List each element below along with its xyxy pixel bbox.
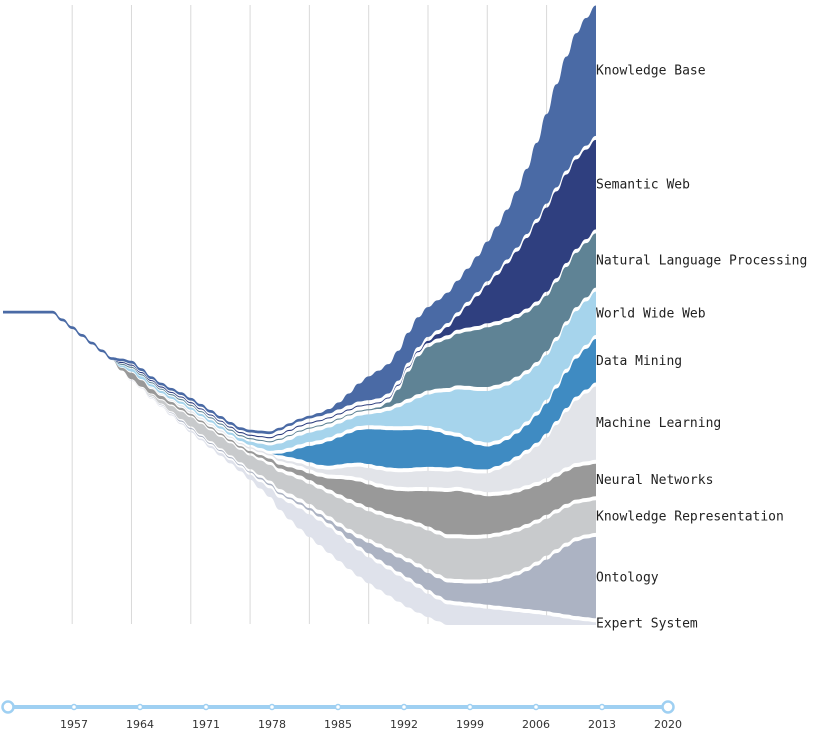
timeline-tick-label: 2013 [588, 718, 616, 731]
timeline-tick-dot [334, 703, 342, 711]
series-label: Natural Language Processing [596, 254, 807, 269]
timeline-tick-label: 1985 [324, 718, 352, 731]
series-label: World Wide Web [596, 306, 706, 321]
series-label: Ontology [596, 571, 659, 586]
timeline-end-handle[interactable] [661, 700, 675, 714]
stream-layers [3, 5, 596, 625]
stream-machine-learning [3, 313, 596, 493]
timeline-tick-label: 1957 [60, 718, 88, 731]
timeline-tick-label: 2020 [654, 718, 682, 731]
timeline-tick-dot [136, 703, 144, 711]
timeline-slider[interactable]: 1957 1964 1971 1978 1985 1992 1999 2006 2013 2020 [1, 700, 683, 732]
stream-world-wide-web [3, 291, 596, 451]
timeline-tick-label: 1992 [390, 718, 418, 731]
timeline-tick-dot [598, 703, 606, 711]
series-label: Knowledge Representation [596, 510, 784, 525]
timeline-tick-label: 1999 [456, 718, 484, 731]
stream-ontology [3, 313, 596, 619]
stream-natural-language-processing [3, 233, 596, 443]
stream-knowledge-representation [3, 313, 596, 580]
series-label: Knowledge Base [596, 64, 706, 79]
timeline-tick-dot [466, 703, 474, 711]
timeline-tick-dot [70, 703, 78, 711]
series-label: Expert System [596, 617, 698, 632]
timeline-tick-label: 2006 [522, 718, 550, 731]
timeline-tick-dot [268, 703, 276, 711]
timeline-tick-label: 1978 [258, 718, 286, 731]
timeline-tick-label: 1964 [126, 718, 154, 731]
series-label: Neural Networks [596, 473, 713, 488]
timeline-start-handle[interactable] [1, 700, 15, 714]
stream-neural-networks [3, 313, 596, 535]
series-labels: Knowledge Base Semantic Web Natural Langua… [596, 64, 807, 632]
timeline-tick-dot [202, 703, 210, 711]
timeline-ticks: 1957 1964 1971 1978 1985 1992 1999 2006 2013 2020 [60, 703, 682, 731]
series-label: Machine Learning [596, 416, 721, 431]
series-label: Data Mining [596, 354, 682, 369]
timeline-tick-label: 1971 [192, 718, 220, 731]
timeline-tick-dot [400, 703, 408, 711]
series-label: Semantic Web [596, 178, 690, 193]
timeline-tick-dot [532, 703, 540, 711]
